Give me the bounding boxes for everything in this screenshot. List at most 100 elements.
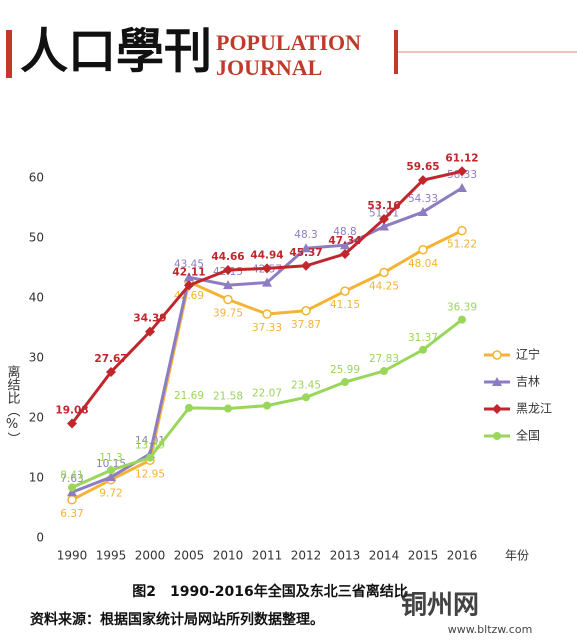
data-label: 21.69 — [174, 390, 204, 402]
series-line — [71, 186, 463, 494]
header-bar — [6, 30, 12, 78]
watermark: 铜州网 — [401, 591, 479, 621]
legend-marker — [493, 432, 501, 440]
x-tick-label: 2010 — [213, 549, 244, 563]
x-tick-label: 2005 — [174, 549, 205, 563]
data-point — [340, 240, 350, 250]
data-label: 27.83 — [369, 353, 399, 365]
x-axis-label: 年份 — [505, 549, 529, 563]
series-line — [70, 169, 463, 425]
data-point — [301, 243, 311, 253]
data-label: 44.94 — [250, 249, 283, 261]
data-label: 37.87 — [291, 319, 321, 331]
y-tick-label: 30 — [29, 351, 44, 365]
journal-title-en: POPULATION — [216, 30, 361, 55]
data-point — [418, 207, 428, 217]
y-tick-label: 20 — [29, 411, 44, 425]
data-label: 39.75 — [213, 308, 243, 320]
legend-label: 黑龙江 — [516, 402, 552, 416]
data-label: 7.63 — [60, 473, 83, 485]
x-tick-label: 2011 — [252, 549, 283, 563]
data-label: 45.37 — [289, 247, 322, 259]
data-point — [185, 403, 193, 412]
data-point — [457, 166, 467, 177]
x-tick-label: 2012 — [291, 549, 322, 563]
data-point — [68, 483, 76, 492]
data-label: 23.45 — [291, 379, 321, 391]
data-point — [379, 214, 389, 225]
data-label: 44.25 — [369, 281, 399, 293]
data-label: 53.16 — [367, 200, 400, 212]
data-label: 36.39 — [447, 302, 477, 314]
data-point — [379, 267, 389, 278]
data-label: 27.67 — [94, 353, 127, 365]
header-divider — [394, 30, 398, 74]
data-label: 42.11 — [172, 266, 205, 278]
source-note: 资料来源：根据国家统计局网站所列数据整理。 — [30, 611, 324, 628]
data-label: 51.22 — [447, 239, 477, 251]
data-point — [223, 265, 233, 276]
data-label: 6.37 — [60, 508, 83, 520]
legend-label: 全国 — [516, 428, 540, 443]
watermark-url: www.bltzw.com — [448, 623, 533, 636]
data-label: 22.07 — [252, 388, 282, 400]
data-point — [263, 401, 271, 410]
data-point — [458, 315, 466, 324]
data-point — [418, 175, 428, 186]
data-label: 14.01 — [135, 435, 165, 447]
data-point — [106, 366, 116, 377]
data-label: 19.08 — [55, 405, 88, 417]
legend-marker — [492, 404, 502, 414]
data-point — [262, 277, 272, 287]
y-axis-label: 离结比（%） — [5, 364, 21, 445]
data-label: 61.12 — [445, 152, 478, 164]
data-label: 59.65 — [406, 161, 439, 173]
data-point — [184, 280, 194, 291]
x-tick-label: 2016 — [447, 549, 478, 563]
data-label: 21.58 — [213, 391, 243, 403]
legend-marker — [492, 350, 502, 360]
journal-title-en: JOURNAL — [216, 55, 322, 80]
data-point — [379, 221, 389, 231]
data-point — [223, 280, 233, 290]
data-point — [380, 367, 388, 376]
data-label: 54.33 — [408, 193, 438, 205]
y-tick-label: 0 — [36, 531, 44, 545]
data-label: 48.04 — [408, 258, 438, 270]
data-point — [418, 245, 428, 255]
data-label: 13.39 — [135, 440, 165, 452]
data-point — [106, 472, 116, 482]
data-point — [262, 309, 272, 319]
y-tick-label: 40 — [29, 291, 44, 305]
data-point — [302, 393, 310, 402]
y-tick-label: 10 — [29, 471, 44, 485]
data-point — [340, 286, 350, 296]
data-label: 43.45 — [174, 258, 204, 270]
x-tick-label: 1990 — [57, 549, 88, 563]
legend-marker — [492, 377, 502, 386]
data-point — [67, 495, 77, 505]
data-label: 11.3 — [99, 452, 122, 464]
data-label: 9.72 — [99, 488, 122, 500]
data-label: 31.37 — [408, 332, 438, 344]
data-label: 34.39 — [133, 313, 166, 325]
data-label: 8.41 — [60, 470, 83, 482]
y-tick-label: 50 — [29, 231, 44, 245]
data-label: 12.95 — [135, 468, 165, 480]
data-point — [107, 466, 115, 475]
data-point — [262, 263, 272, 274]
data-point — [457, 183, 467, 193]
data-point — [67, 487, 77, 497]
data-label: 48.8 — [333, 226, 356, 238]
x-tick-label: 1995 — [96, 549, 127, 563]
data-label: 37.33 — [252, 322, 282, 334]
legend-label: 吉林 — [516, 375, 540, 389]
data-point — [340, 248, 350, 259]
data-point — [67, 418, 77, 429]
data-point — [145, 326, 155, 337]
data-label: 25.99 — [330, 364, 360, 376]
y-tick-label: 60 — [29, 171, 44, 185]
x-tick-label: 2015 — [408, 549, 439, 563]
journal-title-cn: 人口學刊 — [20, 24, 212, 80]
